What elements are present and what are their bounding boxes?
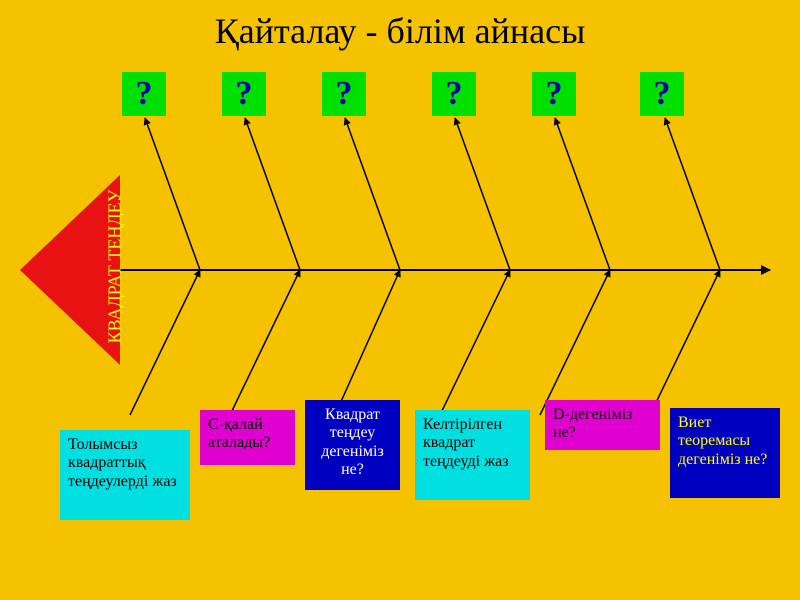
diagram-stage: Қайталау - білім айнасы КВАДРАТ ТЕҢДЕУ ?… — [0, 0, 800, 600]
rib-8 — [335, 270, 400, 415]
rib-0 — [145, 118, 200, 270]
note-reduced: Келтірілген квадрат теңдеуді жаз — [415, 410, 530, 500]
rib-3 — [455, 118, 510, 270]
rib-9 — [440, 270, 510, 415]
question-box-1: ? — [222, 72, 266, 116]
note-incomplete: Толымсыз квадраттық теңдеулерді жаз — [60, 430, 190, 520]
question-box-4: ? — [532, 72, 576, 116]
question-box-5: ? — [640, 72, 684, 116]
rib-5 — [665, 118, 720, 270]
note-def: Квадрат теңдеу дегеніміз не? — [305, 400, 400, 490]
rib-1 — [245, 118, 300, 270]
question-box-2: ? — [322, 72, 366, 116]
rib-7 — [230, 270, 300, 415]
rib-10 — [540, 270, 610, 415]
note-c: С-қалай аталады? — [200, 410, 295, 465]
rib-6 — [130, 270, 200, 415]
rib-2 — [345, 118, 400, 270]
note-d: D-дегеніміз не? — [545, 400, 660, 450]
fish-head-label: КВАДРАТ ТЕҢДЕУ — [104, 190, 125, 344]
rib-4 — [555, 118, 610, 270]
note-viet: Виет теоремасы дегеніміз не? — [670, 408, 780, 498]
question-box-0: ? — [122, 72, 166, 116]
question-box-3: ? — [432, 72, 476, 116]
rib-11 — [650, 270, 720, 415]
